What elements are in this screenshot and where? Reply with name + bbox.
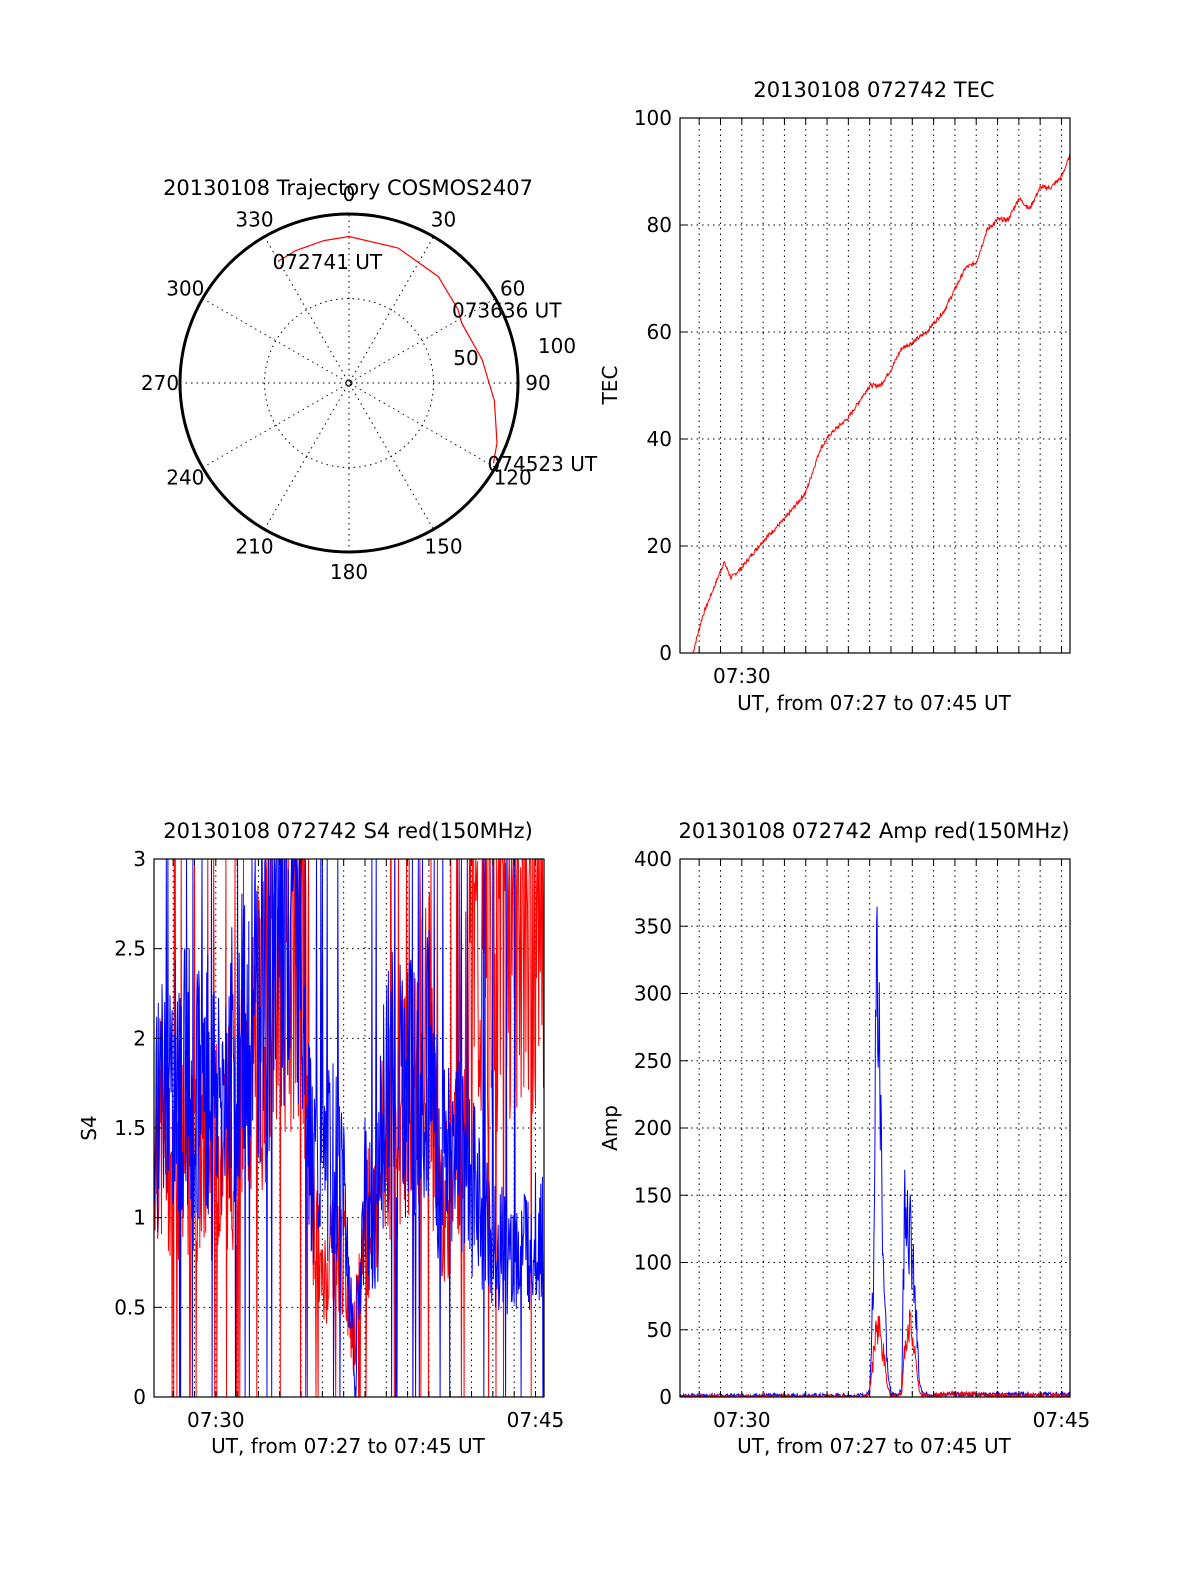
polar-azimuth-label: 270 (141, 371, 179, 395)
polar-trajectory-plot: 20130108 Trajectory COSMOS2407 0 30 60 90 12… (141, 176, 598, 584)
y-tick-label: 100 (634, 1251, 672, 1275)
polar-azimuth-label: 240 (166, 466, 204, 490)
y-tick-label: 250 (634, 1049, 672, 1073)
s4-x-axis-label: UT, from 07:27 to 07:45 UT (211, 1434, 486, 1458)
polar-radial-label: 100 (538, 334, 576, 358)
y-tick-label: 400 (634, 847, 672, 871)
polar-grid-spoke (264, 236, 434, 530)
s4-title: 20130108 072742 S4 red(150MHz) (163, 819, 533, 843)
polar-azimuth-label: 180 (330, 560, 368, 584)
y-tick-label: 20 (647, 534, 672, 558)
tec-x-axis-label: UT, from 07:27 to 07:45 UT (737, 691, 1012, 715)
polar-azimuth-labels: 0 30 60 90 120 150 180 210 240 270 300 330 (141, 182, 551, 584)
amp-x-axis-label: UT, from 07:27 to 07:45 UT (737, 1434, 1012, 1458)
tec-y-axis: 0 20 40 60 80 100 (634, 106, 688, 665)
s4-y-axis: 0 0.5 1 1.5 2 2.5 3 (114, 847, 162, 1409)
y-tick-label: 2.5 (114, 937, 146, 961)
tec-grid (680, 118, 1070, 653)
tec-plot-frame (679, 117, 1071, 654)
amp-x-axis: 07:30 07:45 (698, 859, 1091, 1432)
series-line (692, 153, 1070, 653)
y-tick-label: 40 (647, 427, 672, 451)
polar-azimuth-label: 90 (525, 371, 550, 395)
y-tick-label: 0 (659, 1385, 672, 1409)
y-tick-label: 0 (659, 641, 672, 665)
polar-time-annotation: 072741 UT (273, 250, 383, 274)
y-tick-label: 50 (647, 1318, 672, 1342)
polar-grid-circle (264, 298, 434, 468)
amp-chart: 20130108 072742 Amp red(150MHz) 0 50 100 15… (598, 819, 1090, 1458)
polar-title: 20130108 Trajectory COSMOS2407 (163, 176, 533, 200)
amp-y-axis-label: Amp (598, 1105, 622, 1151)
y-tick-label: 0 (133, 1385, 146, 1409)
y-tick-label: 2 (133, 1026, 146, 1050)
polar-time-annotation: 073636 UT (452, 298, 562, 322)
polar-outer-circle (178, 212, 520, 554)
polar-time-annotation: 074523 UT (488, 452, 598, 476)
amp-y-axis: 0 50 100 150 200 250 300 350 400 (634, 847, 688, 1409)
series-line (680, 1309, 1070, 1397)
x-tick-label: 07:30 (713, 664, 771, 688)
amp-series (680, 906, 1070, 1397)
y-tick-label: 100 (634, 106, 672, 130)
polar-azimuth-label: 0 (343, 182, 356, 206)
series-line (154, 859, 544, 1397)
x-tick-label: 07:45 (1033, 1408, 1091, 1432)
tec-title: 20130108 072742 TEC (753, 78, 994, 102)
polar-azimuth-label: 330 (235, 207, 273, 231)
polar-grid-spoke (202, 298, 496, 468)
polar-grid-spoke (202, 298, 496, 468)
polar-annotations: 072741 UT 073636 UT 074523 UT (273, 250, 598, 476)
y-tick-label: 3 (133, 847, 146, 871)
y-tick-label: 60 (647, 320, 672, 344)
polar-azimuth-label: 210 (235, 535, 273, 559)
x-tick-label: 07:30 (187, 1408, 245, 1432)
polar-azimuth-label: 120 (494, 466, 532, 490)
y-tick-label: 300 (634, 982, 672, 1006)
y-tick-label: 80 (647, 213, 672, 237)
polar-azimuth-label: 150 (424, 535, 462, 559)
y-tick-label: 1.5 (114, 1116, 146, 1140)
polar-grid-spoke (264, 236, 434, 530)
s4-chart: 20130108 072742 S4 red(150MHz) 0 0.5 1 1.5 2… (77, 819, 564, 1458)
y-tick-label: 150 (634, 1183, 672, 1207)
y-tick-label: 200 (634, 1116, 672, 1140)
tec-series (692, 153, 1070, 653)
polar-azimuth-label: 30 (431, 207, 456, 231)
polar-grid (180, 214, 518, 552)
polar-azimuth-label: 60 (500, 277, 525, 301)
s4-series (154, 859, 544, 1397)
polar-trajectory-line (278, 235, 498, 464)
y-tick-label: 0.5 (114, 1295, 146, 1319)
x-tick-label: 07:45 (507, 1408, 565, 1432)
tec-y-axis-label: TEC (598, 366, 622, 406)
s4-x-axis: 07:30 07:45 (172, 859, 565, 1432)
tec-chart: 20130108 072742 TEC 0 20 40 60 80 100 07:30 U… (598, 78, 1071, 715)
polar-radial-label: 50 (453, 346, 478, 370)
amp-grid (680, 859, 1070, 1397)
series-line (680, 906, 1070, 1397)
polar-center-mark (345, 379, 353, 387)
tec-x-axis: 07:30 (698, 118, 1062, 688)
x-tick-label: 07:30 (713, 1408, 771, 1432)
y-tick-label: 350 (634, 914, 672, 938)
amp-title: 20130108 072742 Amp red(150MHz) (678, 819, 1069, 843)
y-tick-label: 1 (133, 1206, 146, 1230)
polar-trajectory-series (278, 235, 498, 464)
polar-azimuth-label: 300 (166, 277, 204, 301)
s4-y-axis-label: S4 (77, 1115, 101, 1140)
